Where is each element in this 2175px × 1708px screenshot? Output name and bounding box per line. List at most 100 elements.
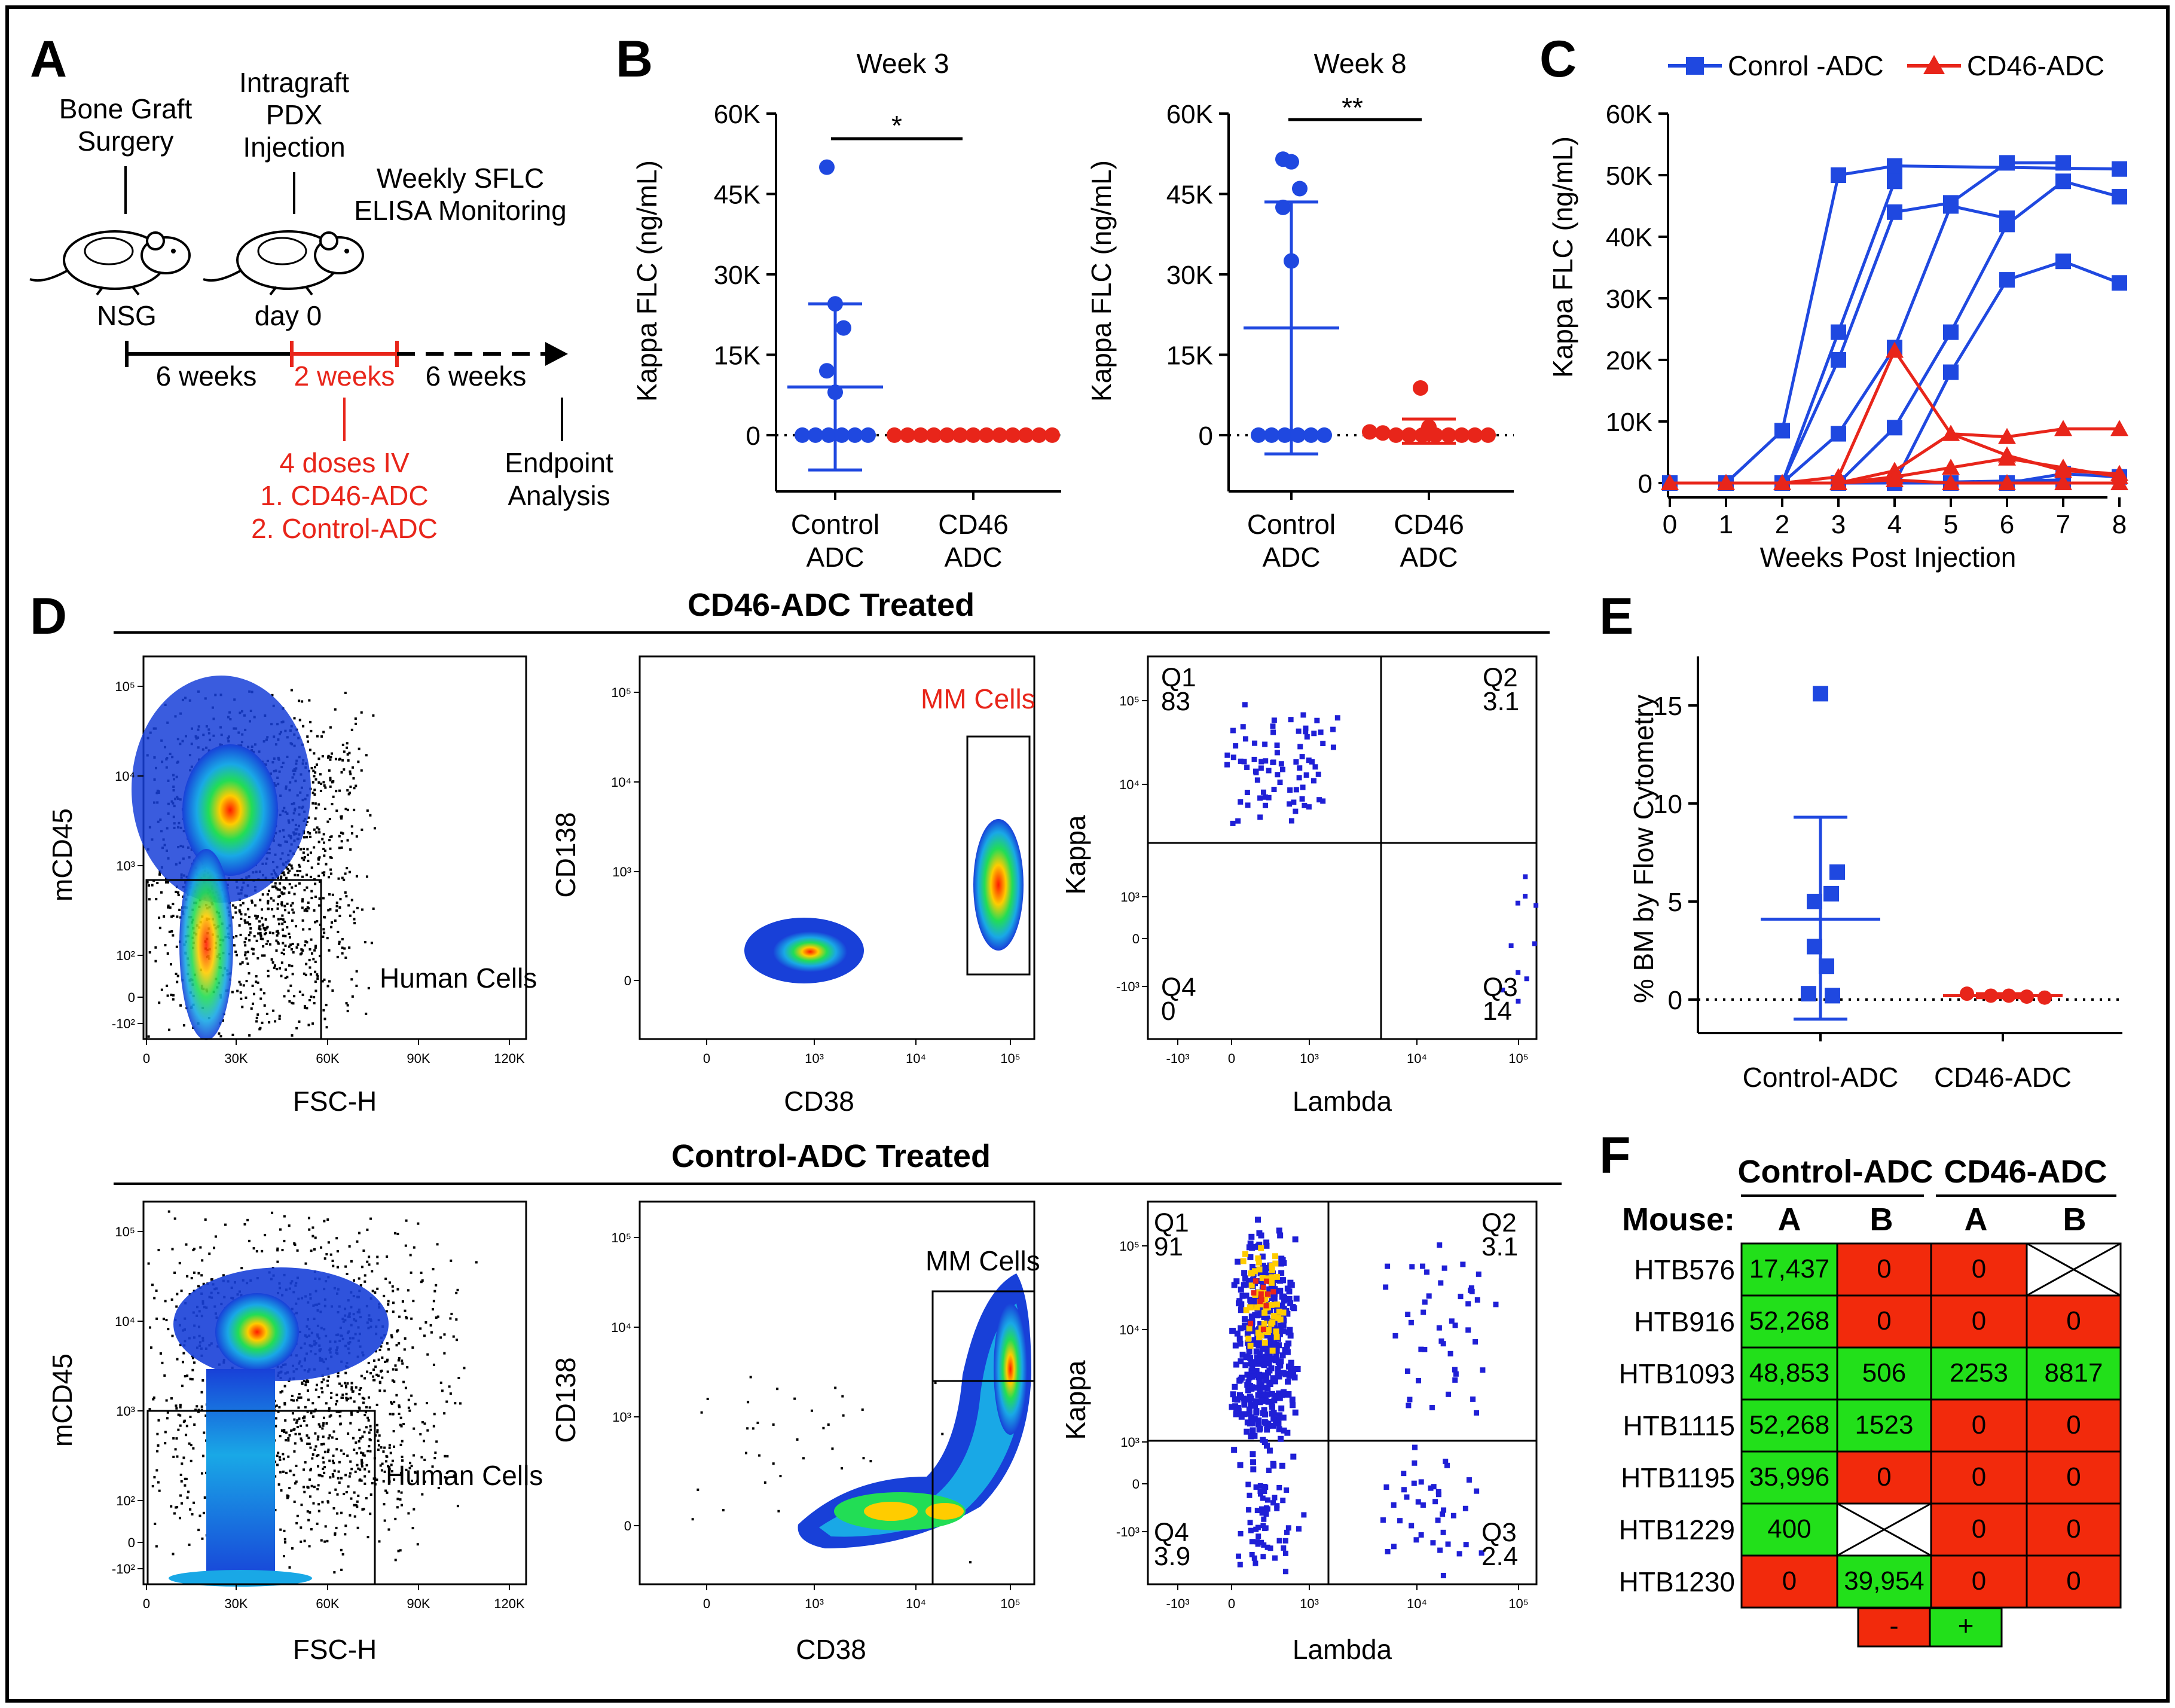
event-dot	[359, 1386, 362, 1389]
event-dot	[416, 1543, 419, 1546]
event-dot	[316, 977, 319, 980]
event-dot	[420, 1281, 423, 1284]
event-dot	[1260, 1437, 1266, 1443]
y-tick-label: 10²	[116, 948, 135, 963]
event-dot	[259, 931, 262, 934]
event-dot	[329, 847, 332, 850]
event-dot	[358, 1388, 361, 1391]
event-dot	[386, 1465, 389, 1468]
event-dot	[179, 1404, 182, 1407]
event-dot	[1272, 1378, 1278, 1385]
event-dot	[1450, 1513, 1456, 1518]
event-dot	[1251, 1337, 1258, 1343]
event-dot	[363, 1475, 366, 1478]
event-dot	[1270, 723, 1276, 729]
event-dot	[161, 1361, 164, 1364]
event-dot	[308, 948, 311, 951]
event-dot	[301, 900, 304, 903]
event-dot	[1270, 759, 1276, 765]
event-dot	[341, 832, 344, 835]
event-dot	[263, 1004, 266, 1007]
cd138-label: CD138	[550, 1357, 581, 1443]
event-dot	[166, 1411, 169, 1414]
event-dot	[276, 1249, 279, 1252]
control-point	[819, 159, 835, 175]
event-dot	[293, 1418, 296, 1421]
cd46-point	[1984, 988, 1998, 1003]
event-dot	[1269, 1348, 1276, 1354]
event-dot	[158, 916, 161, 919]
event-dot	[167, 906, 170, 909]
control-point	[1823, 885, 1839, 902]
event-dot	[328, 839, 331, 842]
event-dot	[1276, 1227, 1282, 1234]
y-tick-label: -10³	[1116, 1524, 1140, 1539]
event-dot	[307, 831, 310, 834]
event-dot	[190, 1444, 193, 1447]
event-dot	[363, 940, 366, 943]
event-dot	[1240, 724, 1246, 730]
event-dot	[377, 1444, 380, 1447]
event-dot	[432, 1425, 435, 1428]
event-dot	[347, 904, 350, 907]
event-dot	[175, 890, 178, 893]
event-dot	[162, 1318, 165, 1321]
panel-e-ylabel: % BM by Flow Cytometry	[1628, 695, 1659, 1003]
event-dot	[300, 1526, 303, 1529]
event-dot	[148, 1326, 151, 1329]
event-dot	[322, 1443, 325, 1446]
event-dot	[398, 1357, 401, 1360]
event-dot	[1231, 1282, 1238, 1288]
event-dot	[1438, 1338, 1444, 1344]
event-dot	[335, 1437, 338, 1440]
week3-significance: *	[891, 110, 902, 141]
event-dot	[722, 1509, 725, 1512]
event-dot	[337, 1375, 340, 1378]
event-dot	[1277, 1287, 1284, 1294]
event-dot	[278, 1456, 281, 1459]
event-dot	[218, 1032, 221, 1035]
positive-cell	[1740, 1242, 1838, 1297]
event-dot	[1268, 1301, 1275, 1308]
cd46-point	[952, 427, 968, 443]
event-dot	[355, 784, 358, 787]
panel-e-xcat-control: Control-ADC	[1743, 1062, 1899, 1093]
event-dot	[861, 1408, 864, 1411]
event-dot	[283, 1428, 286, 1431]
event-dot	[361, 1266, 363, 1269]
sub-header-a: A	[1778, 1202, 1801, 1238]
event-dot	[444, 1476, 447, 1479]
event-dot	[186, 1496, 189, 1499]
event-dot	[372, 1368, 375, 1371]
event-dot	[353, 922, 356, 925]
event-dot	[1272, 1392, 1279, 1399]
event-dot	[388, 1468, 391, 1471]
event-dot	[316, 1487, 319, 1490]
event-dot	[1255, 1330, 1261, 1336]
event-dot	[1304, 734, 1310, 740]
event-dot	[292, 1002, 295, 1005]
event-dot	[363, 1274, 366, 1277]
event-dot	[1251, 756, 1257, 762]
event-dot	[341, 1396, 344, 1399]
event-dot	[1231, 1447, 1238, 1453]
event-dot	[1254, 1312, 1261, 1319]
week3-title: Week 3	[856, 48, 949, 79]
event-dot	[1270, 1375, 1276, 1382]
event-dot	[1276, 1309, 1282, 1315]
event-dot	[1263, 1511, 1269, 1517]
y-tick-label: 0	[1199, 421, 1213, 451]
event-dot	[1248, 1433, 1254, 1440]
event-dot	[325, 1252, 328, 1255]
event-dot	[298, 1392, 301, 1395]
event-dot	[175, 945, 178, 948]
event-dot	[313, 949, 316, 952]
event-dot	[365, 1463, 368, 1466]
event-dot	[283, 1403, 286, 1406]
x-tick-label: 0	[1228, 1596, 1235, 1611]
event-dot	[1302, 802, 1308, 808]
event-dot	[362, 1454, 365, 1457]
event-dot	[1320, 798, 1326, 804]
x-tick-label: 0	[703, 1051, 710, 1066]
